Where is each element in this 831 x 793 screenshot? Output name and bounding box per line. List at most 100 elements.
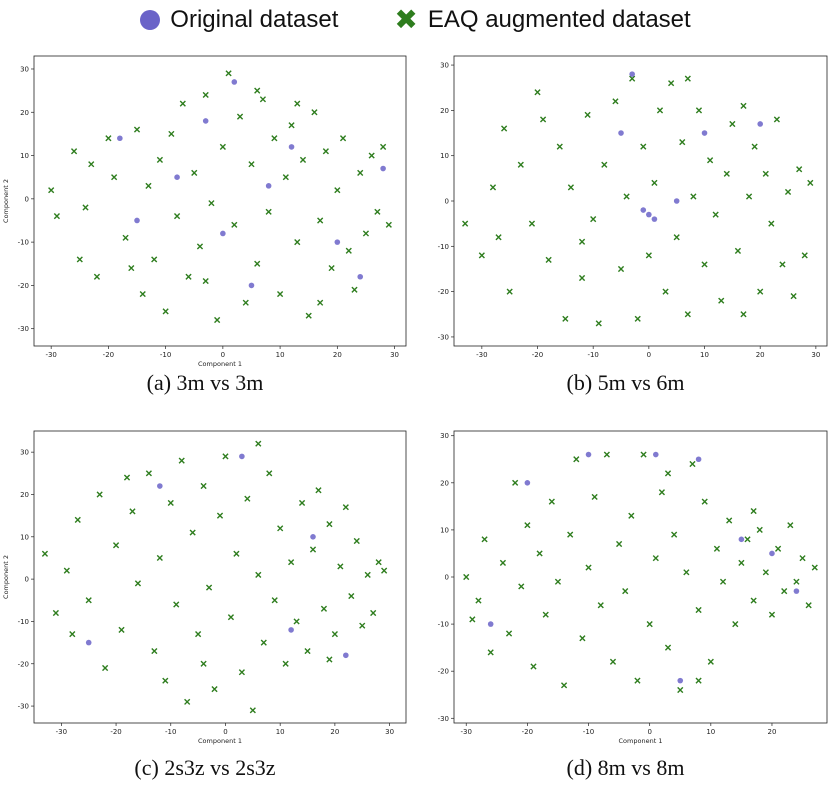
augmented-point — [622, 588, 629, 595]
augmented-point — [799, 555, 806, 562]
augmented-point — [578, 274, 586, 282]
x-tick-label: -20 — [103, 351, 114, 359]
augmented-point — [276, 290, 284, 298]
augmented-point — [750, 507, 757, 515]
augmented-point — [282, 660, 289, 667]
x-tick-label: 0 — [221, 351, 225, 359]
augmented-point — [664, 644, 672, 651]
augmented-point — [105, 135, 112, 142]
augmented-point — [603, 451, 610, 458]
augmented-point — [96, 491, 103, 498]
augmented-point — [317, 299, 324, 306]
augmented-point — [179, 100, 186, 107]
augmented-point — [528, 220, 536, 227]
augmented-point — [364, 571, 371, 578]
augmented-point — [375, 559, 382, 566]
x-tick-label: -30 — [45, 351, 56, 359]
augmented-point — [298, 499, 306, 507]
y-tick-label: -30 — [438, 333, 449, 341]
augmented-point — [233, 550, 240, 557]
original-point — [174, 174, 180, 180]
augmented-point — [168, 130, 175, 138]
original-point — [288, 144, 295, 150]
y-axis-label: Component 2 — [2, 555, 10, 599]
augmented-point — [534, 89, 541, 96]
augmented-point — [122, 234, 129, 241]
augmented-point — [562, 315, 569, 322]
y-tick-label: 10 — [20, 152, 29, 160]
augmented-point — [111, 174, 118, 181]
augmented-point — [76, 256, 83, 263]
original-point — [757, 121, 763, 127]
augmented-point — [52, 609, 59, 617]
x-tick-label: 30 — [811, 351, 820, 359]
augmented-point — [129, 508, 136, 515]
augmented-point — [662, 288, 669, 295]
augmented-point — [351, 286, 358, 293]
y-tick-label: -20 — [18, 660, 29, 668]
augmented-point — [133, 126, 141, 133]
augmented-point — [196, 243, 204, 250]
augmented-point — [254, 260, 261, 267]
augmented-point — [548, 498, 555, 505]
augmented-point — [738, 559, 745, 566]
augmented-point — [216, 512, 224, 519]
y-tick-label: 0 — [445, 198, 449, 206]
augmented-point — [463, 573, 470, 581]
panel-3m-vs-3m: -30 -20 -10 0 10 20 30 -30 -20 -10 0 10 20 30 Componen… — [0, 48, 410, 410]
x-tick-label: 20 — [756, 351, 765, 359]
y-tick-label: -20 — [438, 668, 449, 676]
augmented-point — [530, 663, 537, 670]
augmented-point — [167, 499, 174, 507]
x-tick-label: 0 — [647, 351, 651, 359]
augmented-point — [260, 639, 267, 646]
augmented-point — [757, 288, 764, 295]
panel-2s3z-vs-2s3z: -30 -20 -10 0 10 20 30 -30 -20 -10 0 10 20 30 Componen… — [0, 425, 410, 793]
original-point — [618, 130, 624, 136]
original-point — [85, 639, 92, 646]
augmented-point — [294, 100, 301, 107]
augmented-point — [248, 161, 255, 168]
augmented-point — [288, 122, 295, 129]
augmented-point — [359, 622, 366, 629]
x-tick-label: -10 — [165, 728, 176, 736]
y-tick-label: 20 — [20, 109, 29, 117]
augmented-point — [573, 456, 580, 463]
y-tick-label: 0 — [25, 195, 29, 203]
augmented-point — [299, 156, 307, 163]
original-point — [701, 130, 708, 136]
augmented-point — [628, 512, 635, 519]
augmented-point — [505, 630, 513, 637]
augmented-point — [679, 138, 686, 146]
augmented-point — [255, 440, 262, 447]
augmented-point — [277, 525, 284, 532]
x-tick-label: 20 — [768, 728, 777, 736]
y-tick-label: -10 — [18, 239, 29, 247]
augmented-point — [524, 522, 531, 529]
scatter-plot-5m: -30 -20 -10 0 10 20 30 -30 -20 -10 0 10 20 30 — [438, 55, 828, 359]
original-point — [793, 588, 800, 594]
y-tick-label: -10 — [18, 618, 29, 626]
augmented-point — [173, 213, 181, 220]
original-point — [738, 536, 745, 543]
augmented-point — [732, 621, 739, 628]
augmented-point — [712, 211, 719, 218]
original-point — [585, 451, 592, 458]
augmented-point — [579, 635, 586, 642]
x-tick-label: 20 — [333, 351, 342, 359]
augmented-point — [374, 208, 381, 215]
augmented-point — [801, 252, 808, 259]
augmented-point — [173, 601, 180, 608]
y-tick-label: 20 — [440, 479, 449, 487]
augmented-point — [601, 161, 608, 168]
augmented-point — [331, 631, 338, 638]
augmented-point — [668, 80, 675, 87]
augmented-point — [768, 220, 775, 227]
y-tick-label: -20 — [438, 288, 449, 296]
augmented-point — [689, 460, 696, 468]
augmented-point — [718, 297, 725, 304]
augmented-point — [156, 554, 163, 562]
augmented-point — [545, 256, 552, 264]
augmented-point — [259, 96, 267, 103]
augmented-point — [501, 125, 508, 132]
